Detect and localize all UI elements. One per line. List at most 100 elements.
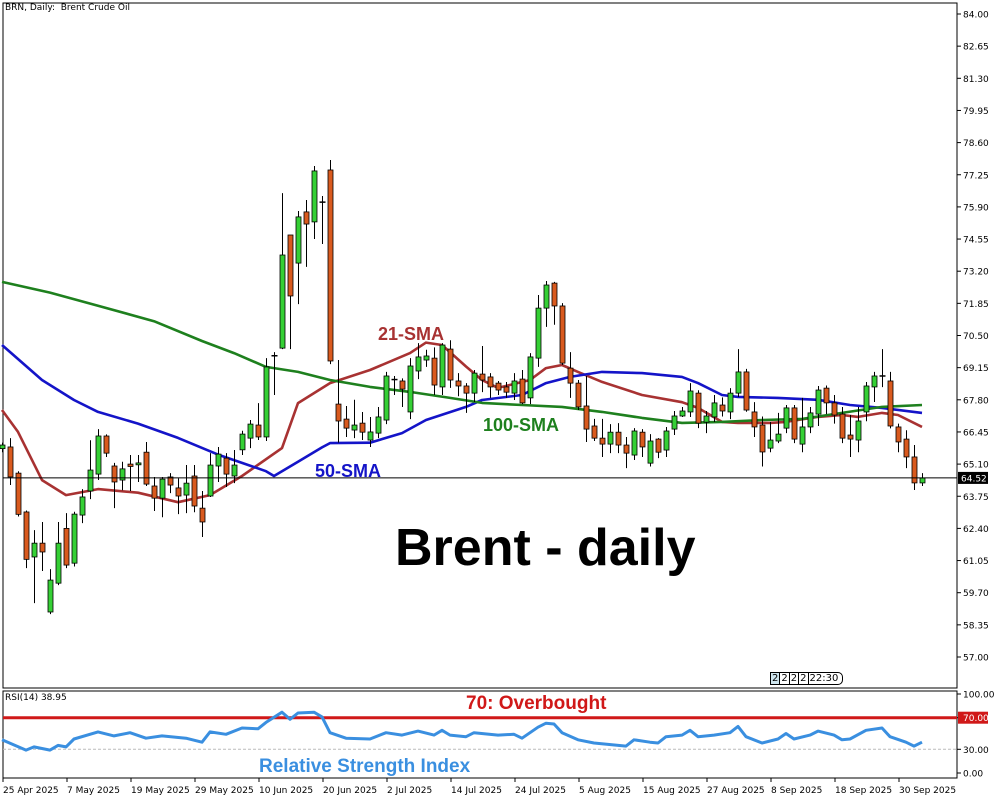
candle-body-bear — [199, 507, 206, 523]
candle — [767, 421, 774, 453]
candle — [319, 195, 326, 245]
date-tick-label: 5 Aug 2025 — [579, 786, 631, 796]
candle-body-bull — [239, 433, 246, 451]
candle-body-bull — [31, 542, 38, 558]
candle-body-bear — [151, 485, 158, 499]
candle — [303, 199, 310, 267]
candle-body-bear — [519, 378, 526, 404]
candle — [775, 412, 782, 444]
candle-body-bear — [359, 422, 366, 433]
candle-body-bull — [703, 415, 710, 423]
price-tick-label: 70.50 — [963, 332, 989, 342]
price-tick-label: 77.25 — [963, 171, 989, 181]
candle-body-bear — [7, 446, 14, 478]
date-tick-label: 18 Sep 2025 — [835, 786, 892, 796]
candle — [127, 455, 134, 492]
candle — [335, 360, 342, 443]
candle — [151, 476, 158, 512]
clock-box: 2 — [798, 672, 809, 685]
candle — [39, 521, 46, 572]
candle-body-bull — [679, 410, 686, 417]
candle — [7, 438, 14, 486]
candle — [727, 388, 734, 420]
candle — [103, 434, 110, 457]
candle-body-bear — [143, 451, 150, 485]
candle — [431, 347, 438, 396]
candle-body-bull — [631, 430, 638, 456]
candle-body-bear — [639, 431, 646, 448]
price-tick-label: 69.15 — [963, 364, 989, 374]
candle — [863, 381, 870, 422]
current-price-tag — [958, 471, 988, 484]
candle-body-bull — [215, 453, 222, 467]
candle-body-bull — [231, 464, 238, 477]
price-tick-label: 84.00 — [963, 11, 989, 21]
candle — [575, 380, 582, 411]
rsi-line — [1, 710, 923, 752]
candle-body-bull — [607, 431, 614, 445]
candle-body-bear — [655, 438, 662, 453]
candle — [47, 569, 54, 615]
date-tick-label: 7 May 2025 — [67, 786, 120, 796]
candle — [623, 436, 630, 469]
candle-body-bear — [23, 511, 30, 560]
candle — [359, 411, 366, 441]
candle-body-bear — [887, 380, 894, 427]
current-price-line: 64.52 — [3, 471, 988, 484]
candle — [471, 370, 478, 402]
candle-body-bear — [847, 434, 854, 440]
candle — [871, 371, 878, 402]
candle-body-bull — [799, 426, 806, 445]
candle — [535, 295, 542, 367]
date-tick-label: 19 May 2025 — [131, 786, 190, 796]
candle — [807, 406, 814, 434]
candle-body-bear — [599, 437, 606, 445]
candle-body-bear — [479, 373, 486, 381]
price-tick-label: 71.85 — [963, 300, 989, 310]
rsi-axis: 100.00 70.00 30.00 0.00 — [957, 691, 995, 780]
candle — [679, 406, 686, 417]
candle-body-bull — [919, 477, 926, 484]
candle — [919, 473, 926, 487]
price-tick-label: 63.75 — [963, 493, 989, 503]
date-tick-label: 20 Jun 2025 — [323, 786, 377, 796]
rsi-tick-label: 100.00 — [963, 691, 995, 701]
candle — [751, 402, 758, 437]
date-tick-label: 8 Sep 2025 — [771, 786, 822, 796]
price-tick-label: 61.05 — [963, 557, 989, 567]
candle-body-bull — [543, 284, 550, 309]
candle-body-bear — [103, 435, 110, 454]
candle — [351, 399, 358, 439]
rsi-tick-label: 0.00 — [963, 770, 983, 780]
overbought-annotation: 70: Overbought — [466, 693, 607, 714]
chart-title: BRN, Daily: Brent Crude Oil — [5, 3, 130, 13]
candle-body-bear — [111, 465, 118, 483]
candle-body-bull — [47, 579, 54, 613]
candle-body-bear — [127, 463, 134, 467]
candle-body-bear — [751, 411, 758, 428]
candle-body-bull — [711, 402, 718, 418]
candle — [495, 380, 502, 396]
candle-body-bull — [119, 468, 126, 481]
candle — [447, 340, 454, 388]
candle — [343, 405, 350, 437]
candle-body-bull — [383, 375, 390, 421]
current-price-label: 64.52 — [961, 474, 987, 484]
candle-body-bull — [295, 216, 302, 264]
candle — [239, 430, 246, 456]
candle — [0, 442, 6, 453]
candle-body-bull — [351, 424, 358, 431]
candle-body-bull — [279, 254, 286, 349]
candle-body-bear — [831, 402, 838, 416]
candle-body-bear — [623, 444, 630, 454]
candle-body-bear — [175, 487, 182, 497]
candle-body-bear — [487, 376, 494, 388]
candle-body-bull — [375, 416, 382, 434]
candle-body-bear — [719, 404, 726, 412]
rsi-name-annotation: Relative Strength Index — [259, 756, 471, 777]
candle-body-bear — [15, 472, 22, 515]
candle-body-bear — [191, 475, 198, 507]
price-tick-label: 62.40 — [963, 525, 989, 535]
candle — [551, 281, 558, 325]
